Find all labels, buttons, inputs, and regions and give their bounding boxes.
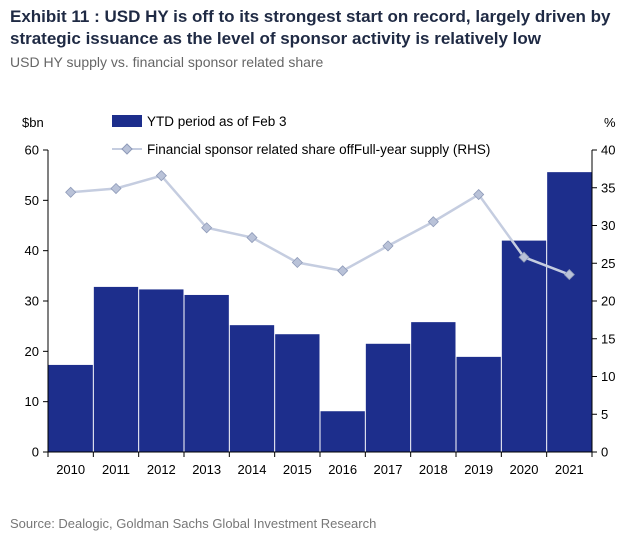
x-tick-label: 2021: [555, 462, 584, 477]
legend: YTD period as of Feb 3 Financial sponsor…: [112, 114, 490, 157]
x-tick-label: 2014: [238, 462, 267, 477]
legend-bar-swatch: [112, 115, 142, 127]
bar: [411, 322, 456, 452]
bar: [48, 364, 93, 452]
right-tick-label: 20: [601, 294, 615, 309]
sponsor-share-point: [382, 240, 394, 252]
sponsor-share-point: [473, 188, 485, 201]
sponsor-share-point: [246, 232, 258, 244]
bar: [93, 286, 139, 452]
x-tick-label: 2019: [464, 462, 493, 477]
sponsor-share-point: [337, 265, 349, 277]
sponsor-share-point: [155, 170, 167, 182]
x-tick-label: 2010: [56, 462, 85, 477]
bar: [365, 343, 411, 452]
left-tick-label: 0: [32, 445, 39, 460]
x-tick-label: 2012: [147, 462, 176, 477]
sponsor-share-point: [427, 216, 439, 228]
legend-line-label: Financial sponsor related share offFull-…: [147, 142, 490, 157]
left-tick-label: 30: [25, 294, 39, 309]
x-tick-label: 2016: [328, 462, 357, 477]
x-tick-label: 2020: [510, 462, 539, 477]
bar: [275, 334, 320, 452]
left-tick-label: 60: [25, 143, 39, 158]
sponsor-share-line: [70, 174, 570, 276]
bar: [184, 294, 229, 452]
bar: [139, 289, 184, 452]
right-tick-label: 35: [601, 180, 615, 195]
sponsor-share-point: [65, 186, 77, 198]
x-tick-label: 2015: [283, 462, 312, 477]
x-tick-label: 2013: [192, 462, 221, 477]
right-tick-label: 0: [601, 445, 608, 460]
legend-line-marker: [121, 143, 133, 155]
sponsor-share-point: [563, 269, 575, 281]
right-tick-label: 5: [601, 407, 608, 422]
left-tick-label: 20: [25, 344, 39, 359]
chart-title: Exhibit 11 : USD HY is off to its strong…: [10, 7, 611, 48]
sponsor-share-point: [110, 182, 122, 195]
x-tick-label: 2011: [102, 462, 130, 477]
left-tick-label: 40: [25, 243, 39, 258]
sponsor-share-point: [518, 251, 530, 263]
bar: [229, 325, 275, 452]
legend-bar-label: YTD period as of Feb 3: [147, 114, 287, 129]
sponsor-share-point: [201, 222, 213, 234]
sponsor-share-point: [291, 256, 303, 269]
right-tick-label: 25: [601, 256, 615, 271]
bar: [456, 356, 501, 452]
right-axis-unit: %: [604, 115, 616, 130]
right-tick-label: 15: [601, 331, 615, 346]
bar: [501, 240, 547, 452]
left-tick-label: 50: [25, 193, 39, 208]
right-tick-label: 30: [601, 218, 615, 233]
x-tick-label: 2018: [419, 462, 448, 477]
bar: [547, 172, 592, 452]
left-axis-unit: $bn: [22, 115, 44, 130]
bar: [320, 411, 365, 452]
right-tick-label: 40: [601, 143, 615, 158]
x-tick-label: 2017: [374, 462, 403, 477]
right-tick-label: 10: [601, 369, 615, 384]
left-tick-label: 10: [25, 394, 39, 409]
source-note: Source: Dealogic, Goldman Sachs Global I…: [10, 516, 377, 531]
chart-subtitle: USD HY supply vs. financial sponsor rela…: [10, 54, 324, 70]
